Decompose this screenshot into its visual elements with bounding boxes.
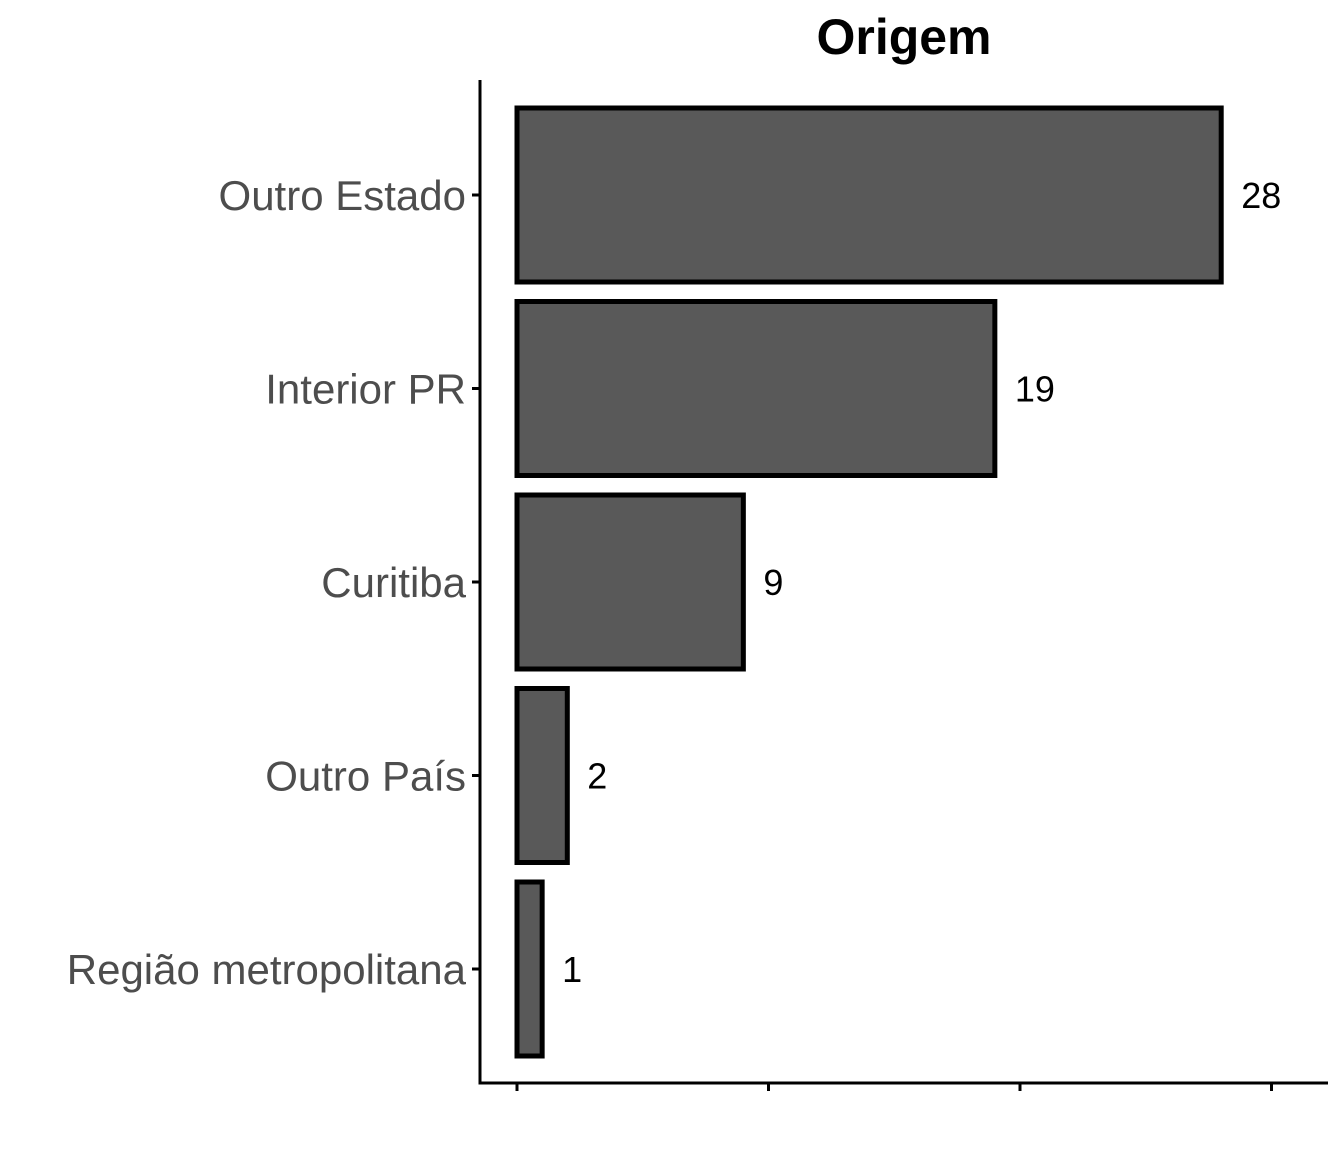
category-label: Curitiba — [321, 559, 466, 606]
category-labels: Outro Estado Interior PR Curitiba Outro Paí… — [67, 172, 467, 993]
category-label: Região metropolitana — [67, 946, 467, 993]
value-label: 28 — [1241, 175, 1281, 216]
value-label: 19 — [1015, 369, 1055, 410]
bar — [514, 299, 998, 478]
bar — [514, 879, 545, 1059]
category-label: Interior PR — [265, 366, 466, 413]
value-label: 9 — [763, 562, 783, 603]
bar — [514, 105, 1224, 285]
y-axis-ticks — [472, 193, 480, 971]
chart-title: Origem — [816, 9, 991, 65]
bar-series — [514, 105, 1224, 1059]
category-label: Outro Estado — [219, 172, 466, 219]
value-label: 1 — [562, 949, 582, 990]
value-label: 2 — [587, 756, 607, 797]
value-labels: 28 19 9 2 1 — [562, 175, 1281, 990]
bar — [514, 686, 570, 865]
bar — [514, 492, 746, 672]
x-axis-ticks — [515, 1083, 1273, 1091]
category-label: Outro País — [265, 753, 466, 800]
